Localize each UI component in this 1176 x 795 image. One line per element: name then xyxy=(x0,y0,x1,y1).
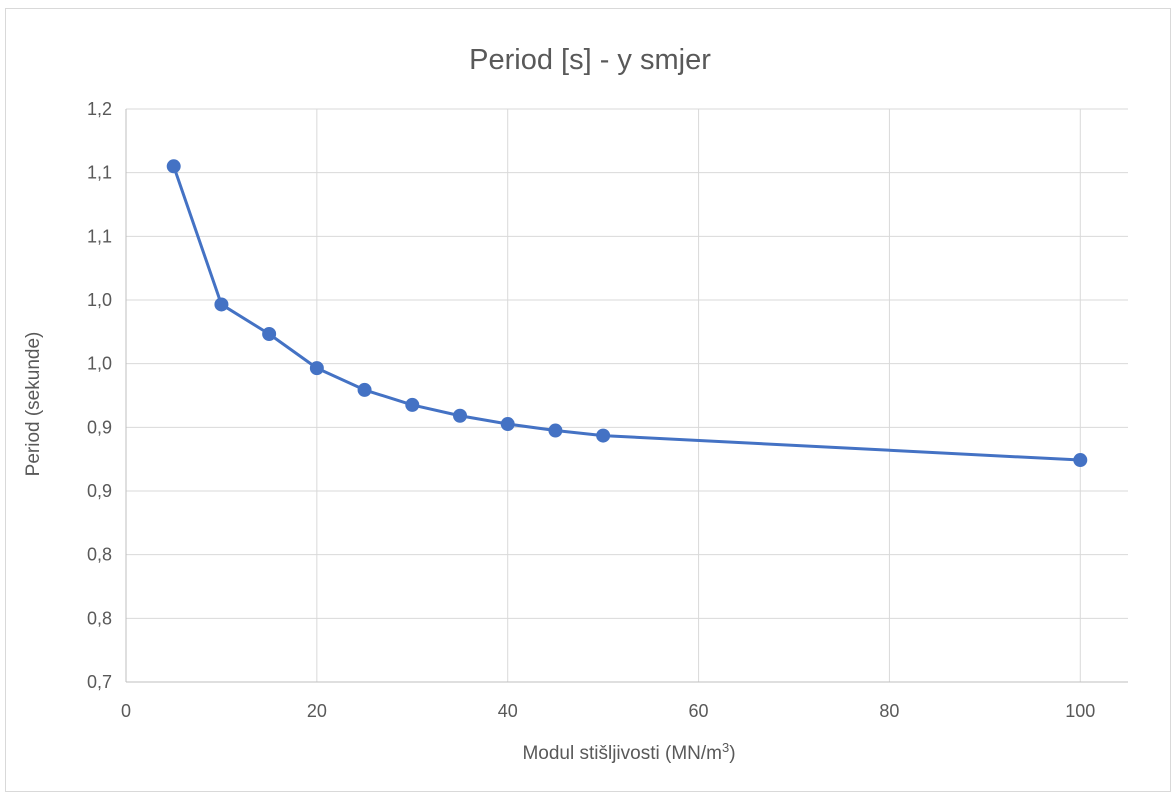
x-tick-label: 60 xyxy=(689,701,709,721)
x-tick-label: 20 xyxy=(307,701,327,721)
x-tick-label: 100 xyxy=(1065,701,1095,721)
data-point xyxy=(405,397,420,412)
x-tick-label: 40 xyxy=(498,701,518,721)
data-point xyxy=(166,159,181,174)
data-point xyxy=(596,428,611,443)
y-tick-label: 0,9 xyxy=(87,481,112,501)
y-tick-label: 1,2 xyxy=(87,99,112,119)
axes: 0,7 0,8 0,8 0,9 0,9 1,0 1,0 1,1 1,1 1,2 0 20 40 60 80 1… xyxy=(87,99,1128,721)
chart-area: Period [s] - y smjer 0,7 0,8 0,8 0,9 0,9 1,0 1… xyxy=(5,8,1171,792)
y-tick-label: 0,8 xyxy=(87,545,112,565)
x-axis-title: Modul stišljivosti (MN/m3) xyxy=(522,740,735,764)
data-point xyxy=(548,423,563,438)
data-point xyxy=(500,417,515,432)
data-point xyxy=(262,326,277,341)
y-tick-label: 0,8 xyxy=(87,608,112,628)
x-axis-title-main: Modul stišljivosti (MN/m xyxy=(522,743,722,764)
y-tick-label: 1,0 xyxy=(87,290,112,310)
y-axis-title: Period (sekunde) xyxy=(23,332,44,477)
y-tick-label: 0,7 xyxy=(87,672,112,692)
series-line xyxy=(172,165,1081,462)
data-point xyxy=(309,361,324,376)
x-axis-title-end: ) xyxy=(729,743,735,764)
data-point xyxy=(1073,453,1088,468)
gridlines xyxy=(126,108,1128,682)
data-point xyxy=(357,382,372,397)
data-point xyxy=(453,408,467,423)
x-axis-title-sup: 3 xyxy=(722,740,729,755)
series-layer xyxy=(166,159,1088,468)
chart-title: Period [s] - y smjer xyxy=(469,44,711,76)
data-point xyxy=(214,297,229,312)
x-tick-label: 80 xyxy=(879,701,899,721)
line-chart: Period [s] - y smjer 0,7 0,8 0,8 0,9 0,9 1,0 1… xyxy=(23,44,1128,764)
y-tick-label: 1,1 xyxy=(87,226,112,246)
y-tick-label: 1,1 xyxy=(87,163,112,183)
x-tick-label: 0 xyxy=(121,701,131,721)
y-tick-label: 1,0 xyxy=(87,354,112,374)
y-tick-label: 0,9 xyxy=(87,417,112,437)
